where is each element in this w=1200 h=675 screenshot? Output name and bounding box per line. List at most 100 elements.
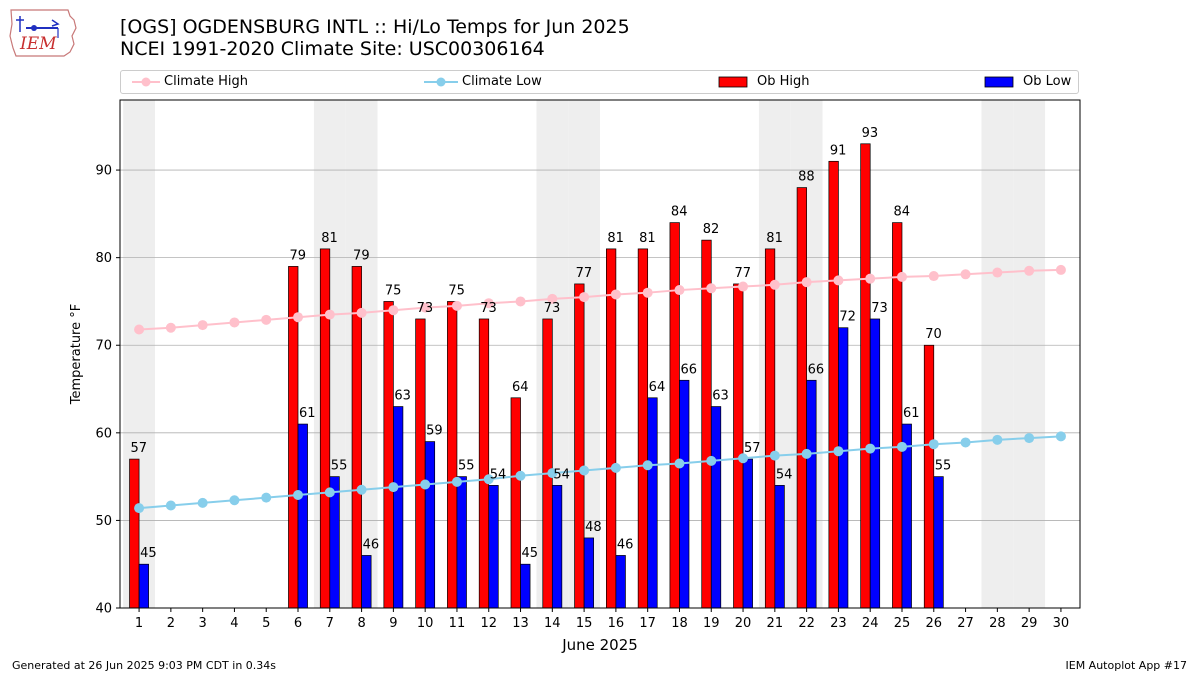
legend-climate-low: Climate Low xyxy=(423,74,542,90)
climate-high-point xyxy=(769,279,780,290)
x-tick-label: 30 xyxy=(1053,616,1070,631)
x-axis-label: June 2025 xyxy=(561,636,638,654)
ob-low-label: 46 xyxy=(617,537,634,552)
legend-ob-high: Ob High xyxy=(718,74,810,90)
ob-high-label: 81 xyxy=(766,231,783,246)
ob-low-bar xyxy=(551,485,563,609)
ob-low-bar xyxy=(488,485,499,609)
climate-high-point xyxy=(1024,265,1035,276)
ob-low-bar xyxy=(901,423,912,609)
ob-low-label: 54 xyxy=(490,467,507,482)
climate-high-point xyxy=(674,285,685,296)
climate-low-point xyxy=(388,482,399,493)
x-tick-label: 24 xyxy=(862,616,879,631)
y-tick-label: 80 xyxy=(95,251,112,266)
ob-high-label: 81 xyxy=(639,231,656,246)
ob-low-label: 55 xyxy=(935,459,952,474)
ob-low-label: 63 xyxy=(712,389,729,404)
ob-low-label: 45 xyxy=(140,546,157,561)
climate-high-line xyxy=(139,268,1061,331)
x-tick-label: 22 xyxy=(798,616,815,631)
ob-high-label: 73 xyxy=(480,301,497,316)
ob-high-label: 73 xyxy=(544,301,561,316)
ob-low-bar xyxy=(647,397,658,609)
x-tick-label: 15 xyxy=(576,616,593,631)
x-tick-label: 12 xyxy=(480,616,497,631)
x-tick-label: 26 xyxy=(926,616,943,631)
footer-generated: Generated at 26 Jun 2025 9:03 PM CDT in … xyxy=(12,659,277,672)
ob-low-label: 54 xyxy=(553,467,570,482)
ob-low-label: 48 xyxy=(585,520,602,535)
legend-ob-low-label: Ob Low xyxy=(1023,74,1072,89)
ob-high-bar xyxy=(701,239,712,609)
legend-climate-low-label: Climate Low xyxy=(462,74,542,89)
ob-low-label: 55 xyxy=(331,459,348,474)
ob-high-bar xyxy=(129,458,140,609)
climate-low-point xyxy=(706,455,717,466)
x-tick-label: 29 xyxy=(1021,616,1038,631)
climate-high-point xyxy=(579,292,590,303)
ob-high-label: 84 xyxy=(671,205,688,220)
ob-high-label: 79 xyxy=(353,248,370,263)
climate-low-point xyxy=(579,465,590,476)
x-tick-label: 5 xyxy=(262,616,270,631)
ob-low-bar xyxy=(361,555,372,609)
ob-high-bar xyxy=(764,248,776,609)
x-tick-label: 13 xyxy=(512,616,529,631)
climate-high-point xyxy=(547,293,558,304)
ob-low-label: 55 xyxy=(458,459,475,474)
ob-low-bar xyxy=(297,423,308,609)
climate-low-point xyxy=(1055,431,1066,442)
ob-low-label: 66 xyxy=(808,362,825,377)
ob-low-bar xyxy=(679,379,690,609)
ob-low-bar xyxy=(583,537,594,609)
x-tick-label: 21 xyxy=(767,616,784,631)
ob-high-label: 81 xyxy=(321,231,338,246)
climate-low-point xyxy=(674,458,685,469)
climate-high-point xyxy=(420,302,431,313)
x-tick-label: 20 xyxy=(735,616,752,631)
ob-high-bar xyxy=(351,266,362,609)
ob-high-label: 57 xyxy=(131,441,148,456)
ob-high-label: 82 xyxy=(703,222,720,237)
chart-legend: Climate High Climate Low Ob High Ob Low xyxy=(120,70,1079,94)
climate-high-point xyxy=(896,271,907,282)
x-tick-label: 7 xyxy=(326,616,334,631)
climate-low-point xyxy=(451,476,462,487)
iem-logo-graphic xyxy=(9,9,77,57)
ob-high-label: 79 xyxy=(289,248,306,263)
ob-high-bar xyxy=(828,160,839,609)
ob-low-bar xyxy=(393,406,404,609)
ob-high-bar xyxy=(796,187,807,609)
ob-high-bar xyxy=(606,248,617,609)
x-tick-label: 1 xyxy=(135,616,143,631)
ob-low-bar xyxy=(710,406,722,609)
ob-low-label: 63 xyxy=(394,389,411,404)
ob-low-label: 73 xyxy=(871,301,888,316)
legend-climate-high: Climate High xyxy=(131,74,248,90)
ob-low-bar xyxy=(806,379,817,609)
climate-low-line xyxy=(138,435,1061,510)
climate-low-point xyxy=(229,495,240,506)
ob-low-label: 57 xyxy=(744,441,761,456)
ob-high-bar xyxy=(478,318,490,609)
plot-frame xyxy=(119,99,1081,609)
climate-low-point xyxy=(547,468,558,479)
y-tick-label: 40 xyxy=(95,602,112,617)
ob-high-bar xyxy=(574,283,585,609)
climate-high-point xyxy=(293,312,304,323)
x-tick-label: 2 xyxy=(167,616,175,631)
climate-low-point xyxy=(165,500,176,511)
ob-high-label: 73 xyxy=(417,301,434,316)
climate-low-point xyxy=(833,446,844,457)
climate-low-point xyxy=(261,492,272,503)
climate-high-point xyxy=(165,322,176,333)
climate-high-point xyxy=(197,320,208,331)
climate-low-point xyxy=(197,497,208,508)
ob-high-bar xyxy=(383,301,394,609)
climate-high-point xyxy=(833,275,844,286)
ob-low-bar xyxy=(138,563,149,609)
legend-ob-high-label: Ob High xyxy=(757,74,810,89)
climate-low-point xyxy=(293,490,304,501)
